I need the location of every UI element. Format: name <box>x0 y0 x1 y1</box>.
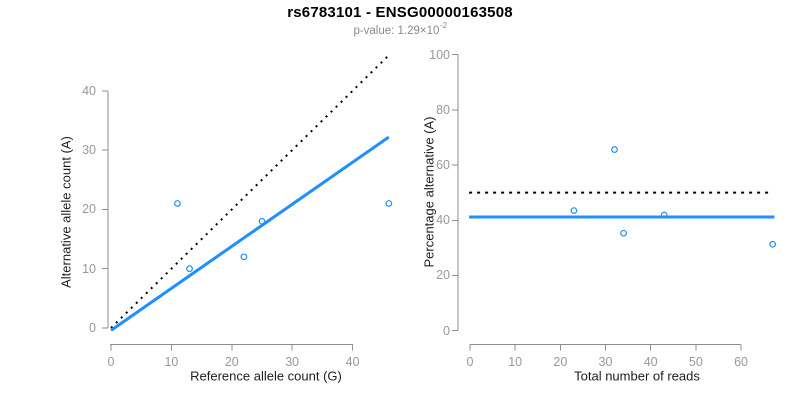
right-y-tick-label: 60 <box>436 158 450 173</box>
left-x-tick-label: 30 <box>285 355 300 369</box>
regression-line <box>110 135 390 332</box>
left-y-tick-label: 20 <box>82 202 96 217</box>
left-y-tick-label: 0 <box>89 321 96 335</box>
identity-line <box>110 55 389 329</box>
right-y-tick-label: 100 <box>429 47 450 62</box>
data-point <box>769 240 777 248</box>
left-y-tick-label: 10 <box>82 261 96 276</box>
right-x-tick-label: 20 <box>553 355 568 369</box>
right-x-axis-title: Total number of reads <box>574 368 700 384</box>
left-x-tick-label: 20 <box>224 355 239 369</box>
right-x-tick-label: 10 <box>508 355 523 369</box>
data-point <box>660 211 668 219</box>
data-point <box>186 265 193 273</box>
left-x-axis-title: Reference allele count (G) <box>190 368 342 384</box>
right-x-tick-label: 40 <box>643 355 658 369</box>
data-point <box>258 217 266 225</box>
right-x-tick-label: 0 <box>466 355 474 369</box>
right-y-tick-label: 40 <box>436 213 450 228</box>
pvalue-exponent: -2 <box>439 21 448 30</box>
left-x-tick-label: 40 <box>345 355 360 369</box>
data-point <box>620 229 627 237</box>
data-point <box>385 200 393 207</box>
left-y-tick-label: 30 <box>82 143 96 158</box>
left-x-tick-label: 0 <box>107 355 115 369</box>
data-point <box>611 146 618 153</box>
data-point <box>570 207 578 214</box>
right-y-axis-title: Percentage alternative (A) <box>421 116 437 268</box>
left-y-axis-title: Alternative allele count (A) <box>58 136 74 288</box>
right-y-tick-label: 0 <box>443 323 450 338</box>
left-y-tick-label: 40 <box>82 83 96 98</box>
pvalue-subtitle: p-value: 1.29×10-2 <box>0 21 800 37</box>
right-x-tick-label: 30 <box>598 355 613 369</box>
data-point <box>174 200 181 207</box>
left-plot <box>102 55 393 351</box>
right-y-tick-label: 80 <box>436 102 450 117</box>
left-x-tick-label: 10 <box>164 355 179 369</box>
right-x-tick-label: 50 <box>688 355 703 369</box>
right-plot <box>452 54 777 351</box>
data-point <box>240 253 248 261</box>
page-title: rs6783101 - ENSG00000163508 <box>287 4 513 21</box>
right-x-tick-label: 60 <box>734 355 748 369</box>
right-y-tick-label: 20 <box>436 268 450 283</box>
pvalue-text: p-value: 1.29×10 <box>353 24 440 37</box>
